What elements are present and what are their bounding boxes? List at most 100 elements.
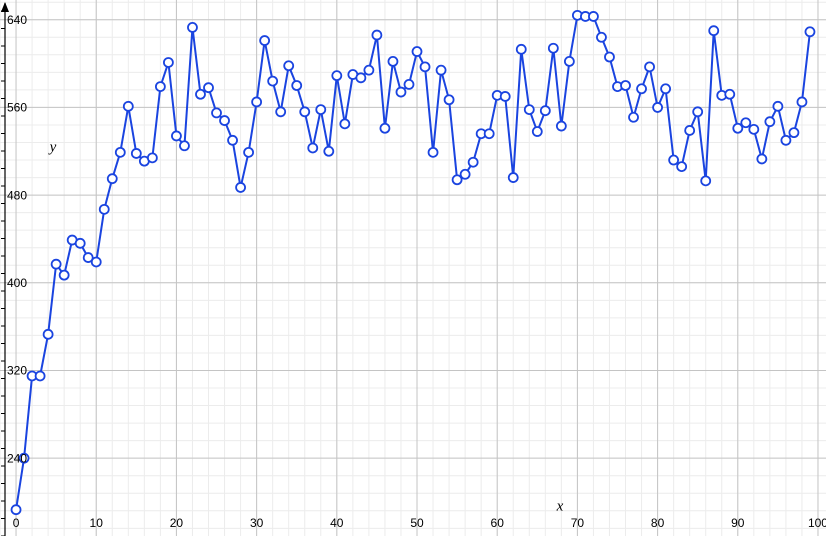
data-point (780, 134, 792, 146)
data-point (90, 256, 102, 268)
data-point (740, 117, 752, 129)
data-point (331, 70, 343, 82)
data-point (555, 120, 567, 132)
x-tick-label: 70 (571, 516, 585, 530)
data-point (114, 146, 126, 158)
plot (10, 9, 816, 516)
data-point (203, 82, 214, 94)
data-point (42, 328, 54, 340)
data-point (467, 156, 479, 168)
data-point (179, 140, 190, 152)
data-point (507, 172, 519, 183)
data-point (539, 105, 551, 117)
data-point (291, 80, 303, 91)
data-point (267, 75, 279, 87)
x-tick-label: 90 (731, 516, 745, 530)
data-point (395, 86, 407, 98)
data-point (323, 145, 335, 157)
data-point (58, 269, 70, 281)
data-point (130, 148, 142, 159)
data-point (668, 154, 680, 166)
x-tick-label: 50 (410, 516, 424, 530)
data-point (459, 168, 471, 180)
y-tick-label: 480 (7, 188, 27, 202)
data-point (171, 130, 182, 142)
data-point (259, 35, 271, 46)
y-tick-label: 560 (7, 101, 27, 115)
data-point (98, 203, 110, 215)
data-point (315, 104, 327, 116)
data-point (387, 55, 399, 67)
data-point (692, 106, 704, 118)
data-point (724, 88, 736, 100)
data-point (243, 146, 255, 158)
data-point (644, 61, 655, 73)
data-point (772, 100, 784, 112)
data-point (652, 102, 663, 113)
y-tick-label: 240 (7, 451, 27, 465)
data-point (451, 174, 463, 186)
data-point (235, 182, 246, 193)
data-point (764, 116, 776, 128)
data-point (146, 152, 158, 164)
data-point (411, 46, 423, 57)
data-point (122, 100, 134, 112)
data-point (788, 127, 800, 139)
x-tick-label: 80 (651, 516, 665, 530)
data-point (427, 146, 439, 158)
data-point (219, 115, 230, 126)
data-point (483, 128, 495, 140)
x-tick-label: 40 (330, 516, 344, 530)
data-point (515, 43, 527, 55)
data-point (307, 142, 319, 154)
data-point (660, 83, 672, 95)
data-point (371, 29, 383, 41)
data-point (187, 22, 198, 33)
data-point (636, 83, 647, 95)
data-point (363, 64, 375, 76)
data-point (339, 118, 351, 130)
x-tick-label: 30 (250, 516, 264, 530)
data-point (708, 25, 720, 37)
data-point (628, 111, 639, 123)
data-point (379, 122, 391, 134)
data-point (299, 106, 311, 118)
data-point (106, 173, 118, 185)
y-tick-label: 640 (7, 13, 27, 27)
data-point (523, 104, 535, 116)
y-axis-label: y (48, 139, 57, 155)
data-point (596, 31, 607, 43)
data-point (756, 153, 768, 165)
data-point (163, 57, 174, 68)
x-tick-label: 60 (491, 516, 505, 530)
data-point (563, 55, 575, 67)
data-point (419, 61, 431, 73)
x-tick-label: 20 (170, 516, 184, 530)
data-point (700, 175, 712, 187)
data-point (275, 106, 287, 118)
data-point (443, 94, 455, 106)
data-point (251, 96, 263, 108)
data-point (620, 80, 631, 91)
data-point (154, 81, 166, 92)
x-tick-label: 100 (808, 516, 826, 530)
data-point (499, 91, 511, 102)
data-point (684, 125, 696, 136)
data-point (18, 452, 30, 464)
x-tick-label: 10 (90, 516, 104, 530)
data-point (804, 26, 816, 38)
data-point (604, 51, 615, 63)
y-tick-label: 400 (7, 276, 27, 290)
x-tick-label: 0 (13, 516, 20, 530)
data-point (355, 72, 367, 84)
y-axis-arrow (1, 2, 9, 12)
data-point (748, 123, 760, 135)
data-point (50, 258, 62, 270)
data-point (676, 161, 688, 173)
data-point (403, 79, 415, 90)
data-point (227, 134, 238, 146)
data-point (195, 88, 206, 100)
x-axis-label: x (556, 498, 564, 514)
